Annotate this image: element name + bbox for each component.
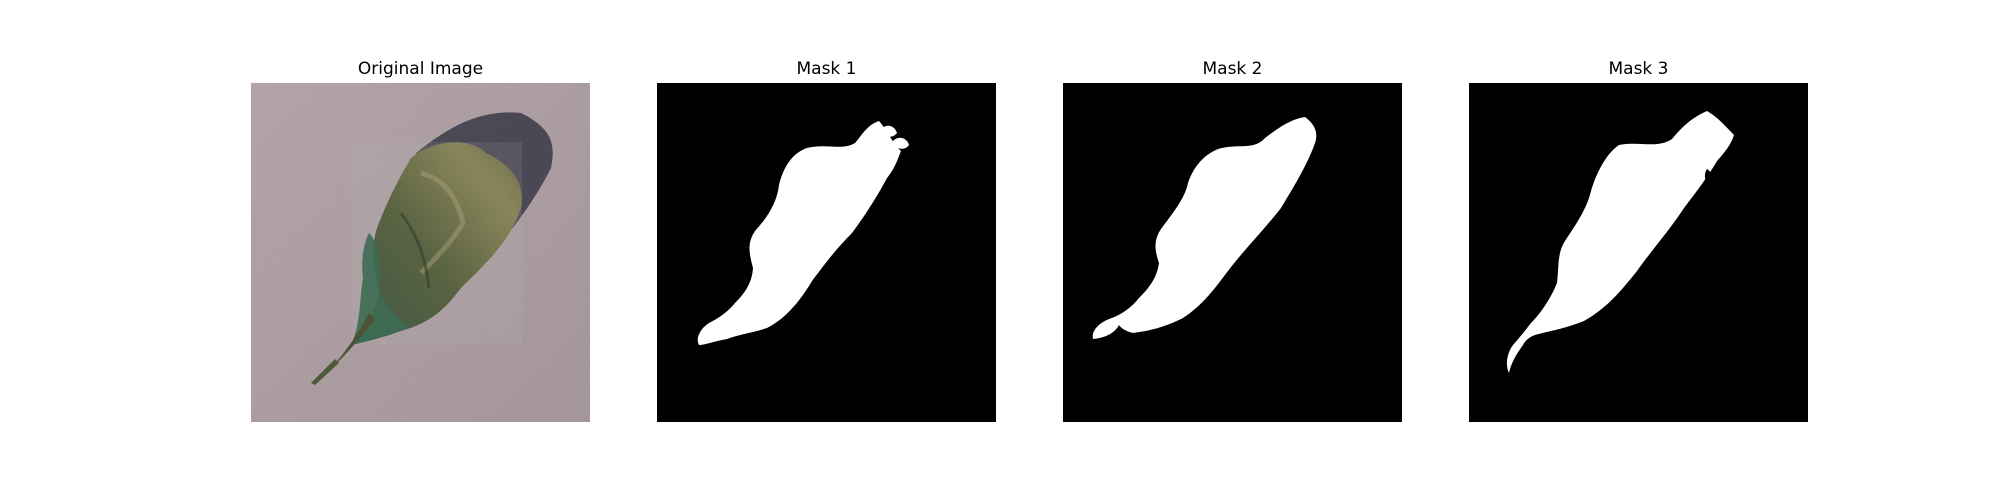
mask-1-blob-a — [882, 125, 897, 137]
mask-3-region — [1506, 111, 1734, 373]
mask-3-notch — [1704, 169, 1714, 187]
mask-3-panel — [1469, 83, 1808, 422]
leaf-stem-tip — [311, 359, 339, 385]
mask-3-image — [1469, 83, 1808, 422]
mask-2-region — [1092, 117, 1317, 339]
mask-1-image — [657, 83, 996, 422]
panel-title-original: Original Image — [357, 59, 484, 79]
original-image-panel — [251, 83, 590, 422]
leaf-fold-line — [399, 212, 431, 289]
panel-title-mask-3: Mask 3 — [1608, 59, 1669, 79]
panel-title-mask-2: Mask 2 — [1202, 59, 1263, 79]
leaf-stem — [329, 313, 375, 370]
mask-1-panel — [657, 83, 996, 422]
mask-2-image — [1063, 83, 1402, 422]
mask-1-blob-b — [893, 137, 909, 149]
original-leaf-photo — [251, 83, 590, 422]
leaf-fold-highlight — [419, 170, 466, 275]
mask-1-blob-c — [883, 155, 894, 164]
mask-1-region — [697, 121, 901, 345]
leaf-body — [351, 142, 522, 345]
panel-title-mask-1: Mask 1 — [796, 59, 857, 79]
mask-2-speck — [1250, 210, 1257, 217]
leaf-lower-lobe — [351, 233, 409, 345]
mask-2-panel — [1063, 83, 1402, 422]
